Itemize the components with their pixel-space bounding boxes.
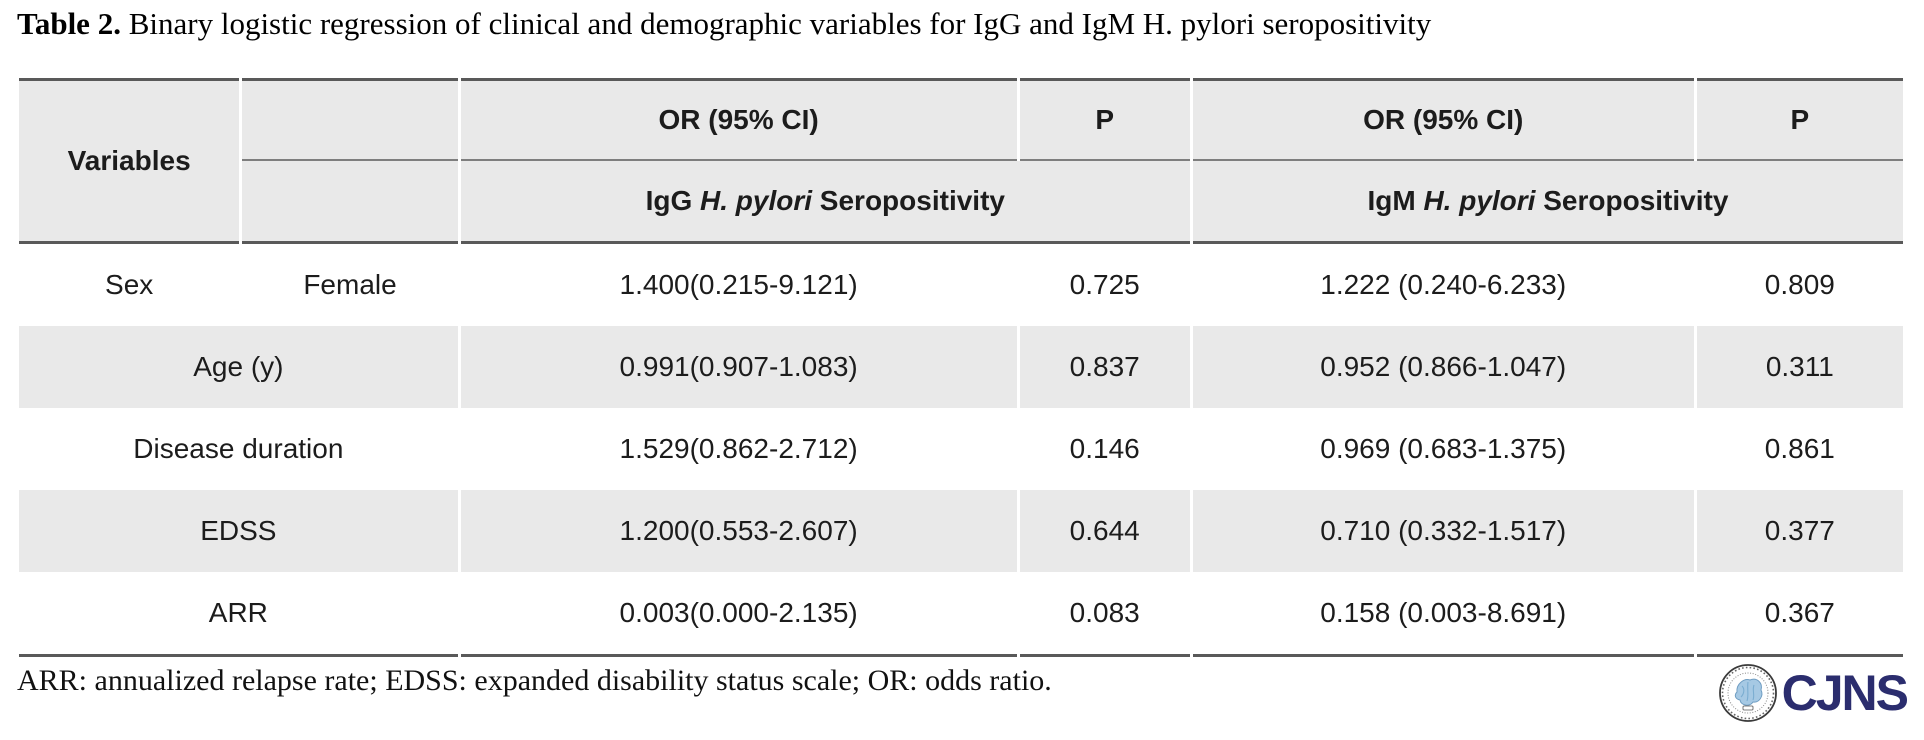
cell-igg-p: 0.837 <box>1019 326 1190 408</box>
table-footnote: ARR: annualized relapse rate; EDSS: expa… <box>17 664 1052 697</box>
cjns-wordmark: CJNS <box>1781 665 1909 721</box>
cjns-logo: CJNS <box>1717 662 1909 724</box>
cell-variable: Disease duration <box>133 433 344 464</box>
header-spacer <box>242 78 458 161</box>
cell-variable: Sex <box>105 269 154 300</box>
igg-italic: H. pylori <box>700 185 813 216</box>
table-row-edss: EDSS 1.200(0.553-2.607) 0.644 0.710 (0.3… <box>19 490 1903 572</box>
group-header-igg: IgG H. pylori Seropositivity <box>460 161 1190 244</box>
table-row-age: Age (y) 0.991(0.907-1.083) 0.837 0.952 (… <box>19 326 1903 408</box>
header-variables: Variables <box>19 78 240 244</box>
cell-value: Female <box>303 269 397 300</box>
igg-suffix: Seropositivity <box>812 185 1005 216</box>
header-igm-or: OR (95% CI) <box>1192 78 1694 161</box>
cell-igg-p: 0.146 <box>1069 433 1140 464</box>
cell-igm-p: 0.367 <box>1696 572 1903 657</box>
cell-igm-p: 0.861 <box>1764 433 1835 464</box>
cell-igg-p: 0.083 <box>1019 572 1190 657</box>
cell-igm-p: 0.311 <box>1696 326 1903 408</box>
header-row-2: IgG H. pylori Seropositivity IgM H. pylo… <box>19 161 1903 244</box>
table-title: Table 2. Binary logistic regression of c… <box>17 6 1431 42</box>
table-title-label: Table 2. <box>17 6 121 41</box>
table-row-sex: Sex Female 1.400(0.215-9.121) 0.725 1.22… <box>19 244 1903 326</box>
cell-igg-or: 1.200(0.553-2.607) <box>460 490 1017 572</box>
header-igg-p: P <box>1019 78 1190 161</box>
cell-variable: ARR <box>19 572 458 657</box>
cell-variable: EDSS <box>19 490 458 572</box>
header-spacer-2 <box>242 161 458 244</box>
table-title-text: Binary logistic regression of clinical a… <box>120 6 1432 41</box>
cell-igm-or: 0.952 (0.866-1.047) <box>1192 326 1694 408</box>
cell-igm-or: 0.710 (0.332-1.517) <box>1192 490 1694 572</box>
header-igm-p: P <box>1696 78 1903 161</box>
cell-igg-or: 0.003(0.000-2.135) <box>460 572 1017 657</box>
cell-variable: Age (y) <box>19 326 458 408</box>
cell-igg-p: 0.725 <box>1069 269 1140 300</box>
cell-igm-or: 0.158 (0.003-8.691) <box>1192 572 1694 657</box>
cell-igm-p: 0.377 <box>1696 490 1903 572</box>
igg-prefix: IgG <box>645 185 701 216</box>
table-row-arr: ARR 0.003(0.000-2.135) 0.083 0.158 (0.00… <box>19 572 1903 657</box>
table-row-disease-duration: Disease duration 1.529(0.862-2.712) 0.14… <box>19 408 1903 490</box>
header-igg-or: OR (95% CI) <box>460 78 1017 161</box>
cell-igm-p: 0.809 <box>1764 269 1835 300</box>
header-row-1: Variables OR (95% CI) P OR (95% CI) P <box>19 78 1903 244</box>
group-header-igm: IgM H. pylori Seropositivity <box>1192 161 1903 244</box>
cell-igg-or: 0.991(0.907-1.083) <box>460 326 1017 408</box>
igm-italic: H. pylori <box>1423 185 1536 216</box>
cjns-seal-icon <box>1718 664 1777 722</box>
igm-suffix: Seropositivity <box>1535 185 1729 216</box>
igm-prefix: IgM <box>1367 185 1424 216</box>
cell-igm-or: 1.222 (0.240-6.233) <box>1320 269 1567 300</box>
cell-igg-p: 0.644 <box>1019 490 1190 572</box>
cell-igm-or: 0.969 (0.683-1.375) <box>1320 433 1567 464</box>
cell-igg-or: 1.400(0.215-9.121) <box>619 269 858 300</box>
cell-igg-or: 1.529(0.862-2.712) <box>619 433 858 464</box>
regression-table: Variables OR (95% CI) P OR (95% CI) P Ig… <box>16 78 1906 657</box>
